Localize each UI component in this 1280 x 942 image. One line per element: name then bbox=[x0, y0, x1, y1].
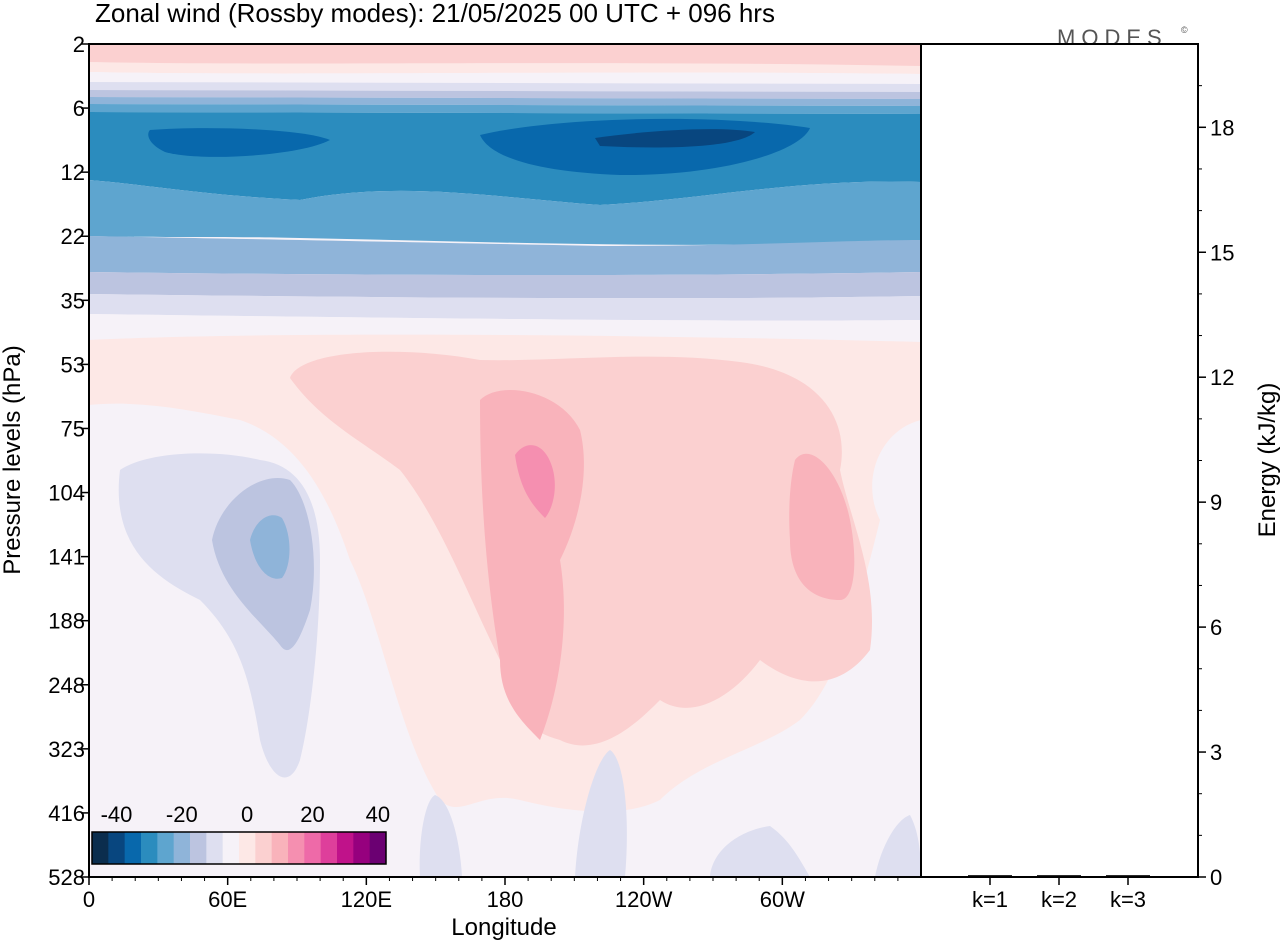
band-top-pink-light bbox=[89, 62, 921, 74]
colorbar-tick-label: 0 bbox=[241, 802, 253, 827]
lavender-lower-2 bbox=[575, 750, 627, 877]
y-tick-label: 53 bbox=[61, 352, 85, 377]
x-tick-label: 120W bbox=[615, 887, 673, 912]
y-tick-label: 248 bbox=[48, 673, 85, 698]
colorbar-swatch bbox=[320, 832, 338, 864]
y-axis-label: Pressure levels (hPa) bbox=[0, 345, 26, 574]
y-tick-label: 323 bbox=[48, 737, 85, 762]
colorbar-swatch bbox=[288, 832, 305, 864]
colorbar-swatch bbox=[255, 832, 273, 864]
lavender-lower-3 bbox=[710, 826, 810, 877]
blue-core-east-dark bbox=[595, 129, 755, 148]
pink-core-180-inner bbox=[515, 445, 555, 518]
colorbar-tick-label: -20 bbox=[166, 802, 198, 827]
energy-panel bbox=[920, 43, 1199, 878]
band-blue-4 bbox=[89, 180, 921, 245]
band-lavender-1 bbox=[89, 82, 921, 92]
y-axis: 2 6 12 22 35 53 75 104 141 188 248 323 416 528 bbox=[48, 32, 89, 890]
energy-tick-label: 12 bbox=[1210, 365, 1234, 390]
colorbar-tick-label: -40 bbox=[101, 802, 133, 827]
y-tick-label: 104 bbox=[48, 481, 85, 506]
y-tick-label: 35 bbox=[61, 288, 85, 313]
colorbar-swatch bbox=[353, 832, 371, 864]
colorbar-swatch bbox=[337, 832, 354, 864]
colorbar-frame bbox=[91, 831, 387, 865]
energy-tick-label: 3 bbox=[1210, 740, 1222, 765]
colorbar-swatch bbox=[271, 832, 289, 864]
colorbar-swatch bbox=[141, 832, 158, 864]
x-axis: 0 60E 120E 180 120W 60W bbox=[83, 877, 899, 912]
y-tick-label: 12 bbox=[61, 160, 85, 185]
pink-core-east bbox=[789, 453, 855, 600]
y-tick-label: 528 bbox=[48, 865, 85, 890]
band-blue-1 bbox=[89, 97, 921, 106]
colorbar-swatch bbox=[173, 832, 191, 864]
colorbar-swatch bbox=[190, 832, 207, 864]
colorbar-swatch bbox=[369, 832, 387, 864]
colorbar-tick-label: 20 bbox=[300, 802, 324, 827]
colorbar-swatch bbox=[108, 832, 126, 864]
band-white-2 bbox=[89, 314, 921, 342]
y-tick-label: 22 bbox=[61, 224, 85, 249]
modes-logo-mark: © bbox=[1181, 25, 1188, 35]
lavender-lower-4 bbox=[875, 815, 921, 877]
energy-axis-label: Energy (kJ/kg) bbox=[1254, 383, 1280, 538]
y-tick-label: 6 bbox=[73, 96, 85, 121]
pink-ridge bbox=[290, 351, 873, 746]
energy-tick-label: 0 bbox=[1210, 865, 1222, 890]
band-blue-2 bbox=[89, 104, 921, 114]
x-tick-label: 0 bbox=[83, 887, 95, 912]
x-tick-label: 60E bbox=[208, 887, 247, 912]
colorbar-swatch bbox=[92, 832, 109, 864]
energy-bar bbox=[968, 875, 1012, 878]
x-axis-label: Longitude bbox=[451, 914, 556, 941]
colorbar-swatch bbox=[124, 832, 142, 864]
energy-tick-label: 9 bbox=[1210, 490, 1222, 515]
energy-bar bbox=[1106, 875, 1150, 878]
x-tick-label: 120E bbox=[341, 887, 392, 912]
band-lavender-3 bbox=[89, 272, 921, 299]
colorbar-swatch bbox=[222, 832, 240, 864]
y-tick-label: 188 bbox=[48, 609, 85, 634]
band-blue-5 bbox=[89, 236, 921, 275]
colorbar-tick-label: 40 bbox=[366, 802, 390, 827]
energy-tick-label: 15 bbox=[1210, 240, 1234, 265]
band-lavender-4 bbox=[89, 294, 921, 321]
x-tick-label: 180 bbox=[487, 887, 524, 912]
y-tick-label: 141 bbox=[48, 545, 85, 570]
pink-core-180 bbox=[480, 390, 584, 740]
energy-category-label: k=3 bbox=[1110, 887, 1146, 912]
colorbar-swatch bbox=[304, 832, 322, 864]
chart-title: Zonal wind (Rossby modes): 21/05/2025 00… bbox=[95, 0, 775, 28]
band-lavender-2 bbox=[89, 90, 921, 99]
y-tick-label: 2 bbox=[73, 32, 85, 57]
colorbar-swatch bbox=[239, 832, 256, 864]
x-tick-label: 60W bbox=[760, 887, 805, 912]
energy-bar bbox=[1037, 875, 1081, 878]
colorbar-swatch bbox=[206, 832, 224, 864]
energy-x-axis: k=1 k=2 k=3 bbox=[972, 877, 1146, 912]
band-white bbox=[89, 72, 921, 84]
energy-category-label: k=1 bbox=[972, 887, 1008, 912]
energy-bars bbox=[968, 875, 1150, 878]
energy-tick-label: 18 bbox=[1210, 115, 1234, 140]
y-tick-label: 75 bbox=[61, 416, 85, 441]
blue-trough-core bbox=[250, 515, 290, 579]
colorbar: -40 -20 0 20 40 bbox=[91, 802, 390, 865]
energy-axis: 0 3 6 9 12 15 18 bbox=[1198, 85, 1234, 890]
heatmap-field bbox=[89, 44, 921, 877]
lavender-lower-1 bbox=[419, 795, 462, 877]
energy-category-label: k=2 bbox=[1041, 887, 1077, 912]
blue-core-west bbox=[148, 128, 330, 157]
y-tick-label: 416 bbox=[48, 801, 85, 826]
energy-tick-label: 6 bbox=[1210, 615, 1222, 640]
colorbar-swatch bbox=[157, 832, 175, 864]
